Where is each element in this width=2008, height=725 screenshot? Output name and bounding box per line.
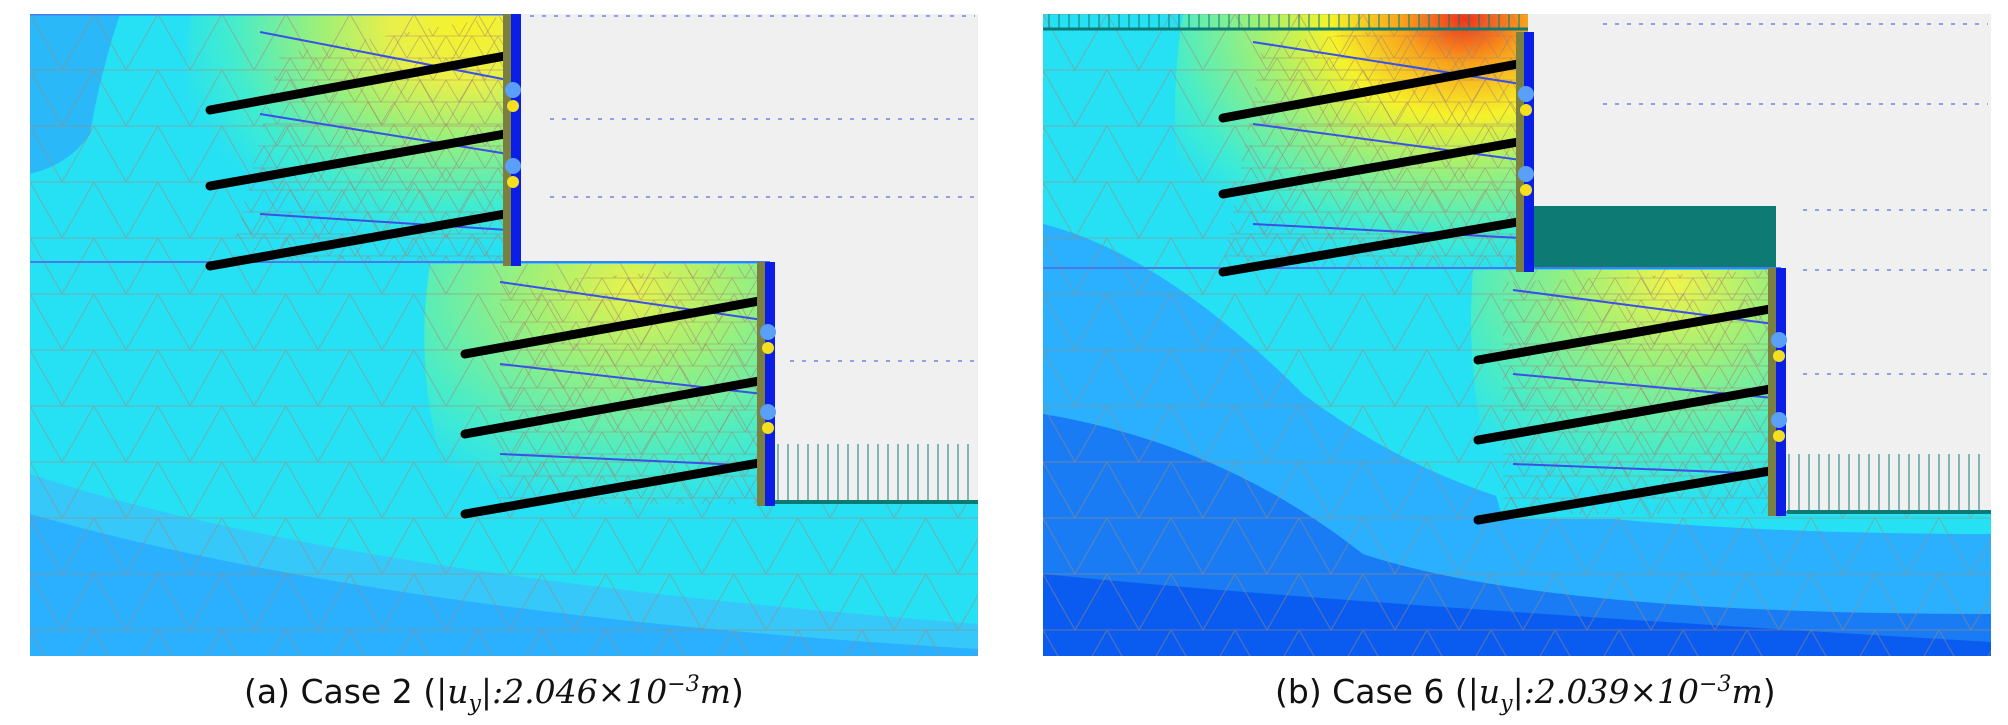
value-unit: m <box>1731 672 1763 711</box>
excavated-lower <box>770 262 978 502</box>
caption-suffix: ) <box>1762 672 1776 711</box>
mesh-fine-lower <box>500 264 770 504</box>
anchor-bar <box>1473 383 1781 445</box>
surcharge-load-top <box>1048 14 1520 28</box>
uy-subscript: y <box>468 691 481 717</box>
uy-symbol: |u <box>436 672 469 711</box>
value-exponent: −3 <box>667 672 700 697</box>
anchors-upper <box>1218 59 1523 277</box>
caption-prefix: (a) Case 2 ( <box>244 672 437 711</box>
tendons-upper <box>259 31 509 231</box>
support-markers <box>505 82 776 434</box>
caption-prefix: (b) Case 6 ( <box>1275 672 1468 711</box>
surcharge-block <box>1531 206 1776 268</box>
value-times: ×10 <box>597 672 668 711</box>
mesh-fine-upper <box>230 14 515 262</box>
retaining-wall-upper-shadow <box>503 14 511 266</box>
retaining-wall-lower-shadow <box>1768 268 1776 516</box>
anchors-lower <box>1473 303 1781 525</box>
caption-case-2: (a) Case 2 (|uy|:2.046×10−3m) <box>244 672 744 717</box>
retaining-wall-upper <box>511 14 521 266</box>
anchor-bar <box>1218 137 1523 199</box>
anchors-upper <box>205 51 510 271</box>
anchor-bar <box>1473 465 1781 525</box>
anchor-bar <box>1218 217 1523 277</box>
retaining-wall-lower <box>1776 268 1786 516</box>
value-times: ×10 <box>1629 672 1699 711</box>
anchor-bar <box>205 209 510 271</box>
support-markers <box>1518 86 1787 442</box>
retaining-wall-upper-shadow <box>1516 32 1524 272</box>
value-exponent: −3 <box>1699 672 1732 697</box>
anchor-bar <box>460 375 770 439</box>
anchors-lower <box>460 295 770 519</box>
caption-case-6: (b) Case 6 (|uy|:2.039×10−3m) <box>1275 672 1776 717</box>
panel-case-6-plot <box>1043 14 1991 656</box>
retaining-wall-lower-shadow <box>757 262 765 506</box>
surcharge-load <box>777 444 969 500</box>
anchor-bar <box>460 457 770 519</box>
excavated-upper <box>515 14 978 262</box>
anchor-bar <box>1473 303 1781 365</box>
uy-symbol: |u <box>1467 672 1501 711</box>
uy-close: |: <box>480 672 504 711</box>
retaining-wall-upper <box>1524 32 1534 272</box>
value-mantissa: 2.039 <box>1534 672 1630 711</box>
caption-suffix: ) <box>731 672 744 711</box>
value-unit: m <box>699 672 732 711</box>
anchor-bar <box>1218 59 1523 123</box>
mesh-fine-lower <box>1503 270 1781 514</box>
panel-case-2-plot <box>30 14 978 656</box>
anchor-bar <box>205 51 510 115</box>
void-dots <box>530 15 975 362</box>
surcharge-load <box>1788 454 1980 510</box>
uy-subscript: y <box>1500 691 1513 717</box>
anchor-bar <box>205 129 510 191</box>
tendons-upper <box>1252 41 1522 239</box>
anchor-bar <box>460 295 770 359</box>
excavated-lower <box>1781 268 1991 512</box>
void-dots <box>1603 23 1988 375</box>
value-mantissa: 2.046 <box>503 672 598 711</box>
uy-close: |: <box>1512 672 1535 711</box>
retaining-wall-lower <box>765 262 775 506</box>
